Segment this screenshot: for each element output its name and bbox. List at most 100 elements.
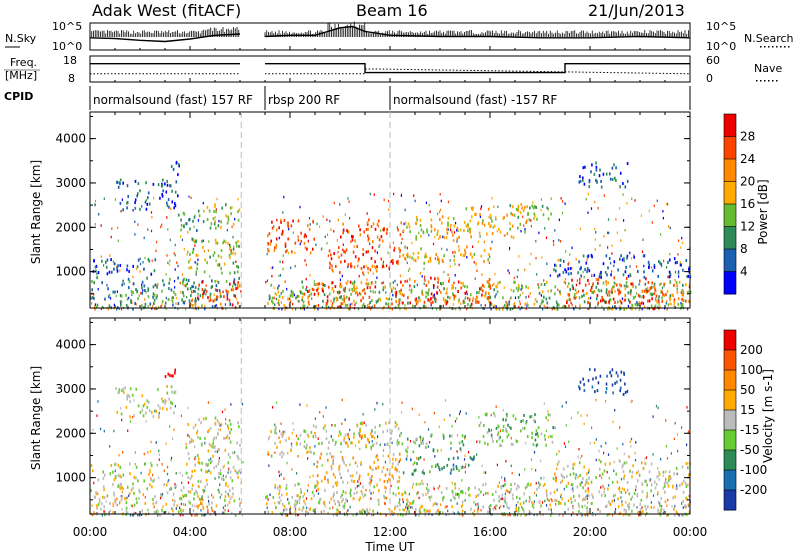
heatmap-cell [224,508,226,512]
heatmap-cell [185,446,188,450]
heatmap-cell [392,261,394,265]
heatmap-cell [367,237,370,241]
heatmap-cell [559,290,561,294]
heatmap-cell [269,242,272,246]
heatmap-cell [591,163,593,167]
heatmap-cell [339,432,342,436]
heatmap-cell [306,443,308,447]
heatmap-cell [175,507,177,510]
heatmap-cell [427,428,430,431]
heatmap-cell [206,470,209,474]
heatmap-cell [288,436,290,440]
heatmap-cell [335,440,337,444]
y-tick-label: 1000 [55,265,86,279]
heatmap-cell [423,458,425,461]
heatmap-cell [385,496,388,500]
heatmap-cell [509,227,511,231]
heatmap-cell [334,424,336,427]
heatmap-cell [281,434,284,438]
heatmap-cell [519,502,522,506]
heatmap-cell [338,255,340,259]
heatmap-cell [595,476,597,479]
heatmap-cell [278,236,280,240]
heatmap-cell [652,415,654,418]
heatmap-cell [176,261,178,264]
heatmap-cell [560,473,563,477]
heatmap-cell [561,211,564,215]
heatmap-cell [224,498,226,502]
heatmap-cell [653,263,656,267]
heatmap-cell [174,243,176,247]
heatmap-cell [306,285,308,289]
heatmap-cell [278,274,280,278]
heatmap-cell [235,471,238,475]
heatmap-cell [549,491,552,495]
heatmap-cell [229,488,231,492]
heatmap-cell [650,462,653,466]
heatmap-cell [627,304,629,308]
heatmap-cell [284,244,287,248]
heatmap-cell [298,507,301,511]
heatmap-cell [215,464,218,468]
heatmap-cell [204,258,206,262]
heatmap-cell [655,298,657,302]
heatmap-cell [271,274,273,278]
heatmap-cell [546,280,548,284]
heatmap-cell [206,218,209,221]
heatmap-cell [529,484,531,487]
heatmap-cell [586,506,588,510]
heatmap-cell [141,291,143,295]
heatmap-cell [581,498,584,502]
heatmap-cell [149,450,152,453]
heatmap-cell [630,497,632,501]
heatmap-cell [409,439,412,443]
heatmap-cell [527,286,529,290]
heatmap-cell [621,500,623,503]
heatmap-cell [586,258,588,262]
heatmap-cell [415,513,417,517]
heatmap-cell [274,486,276,489]
heatmap-cell [510,487,512,491]
heatmap-cell [478,424,481,428]
heatmap-cell [555,476,557,479]
heatmap-cell [573,296,576,300]
heatmap-cell [378,297,380,300]
heatmap-cell [457,492,460,496]
heatmap-cell [172,509,174,513]
heatmap-cell [374,260,376,264]
heatmap-cell [94,308,96,311]
heatmap-cell [606,293,609,297]
heatmap-cell [532,206,535,210]
heatmap-cell [117,185,120,189]
heatmap-cell [314,307,316,311]
heatmap-cell [293,503,296,507]
heatmap-cell [274,484,277,488]
heatmap-cell [473,513,475,517]
heatmap-cell [396,443,399,447]
heatmap-cell [133,514,135,517]
heatmap-cell [332,472,335,476]
heatmap-cell [509,513,511,517]
heatmap-cell [506,307,508,311]
heatmap-cell [623,259,625,263]
heatmap-cell [214,445,216,449]
heatmap-cell [638,283,640,286]
heatmap-cell [572,466,574,470]
heatmap-cell [413,285,416,289]
heatmap-cell [181,273,183,276]
heatmap-cell [639,502,642,506]
heatmap-cell [339,472,341,476]
heatmap-cell [172,437,174,440]
heatmap-cell [231,303,234,307]
heatmap-cell [601,472,604,476]
heatmap-cell [533,302,536,306]
heatmap-cell [334,502,336,506]
heatmap-cell [349,491,351,495]
heatmap-cell [437,280,439,284]
heatmap-cell [117,264,119,268]
heatmap-cell [478,440,481,444]
heatmap-cell [452,284,454,288]
heatmap-cell [517,226,519,230]
heatmap-cell [237,265,240,269]
heatmap-cell [363,288,365,292]
